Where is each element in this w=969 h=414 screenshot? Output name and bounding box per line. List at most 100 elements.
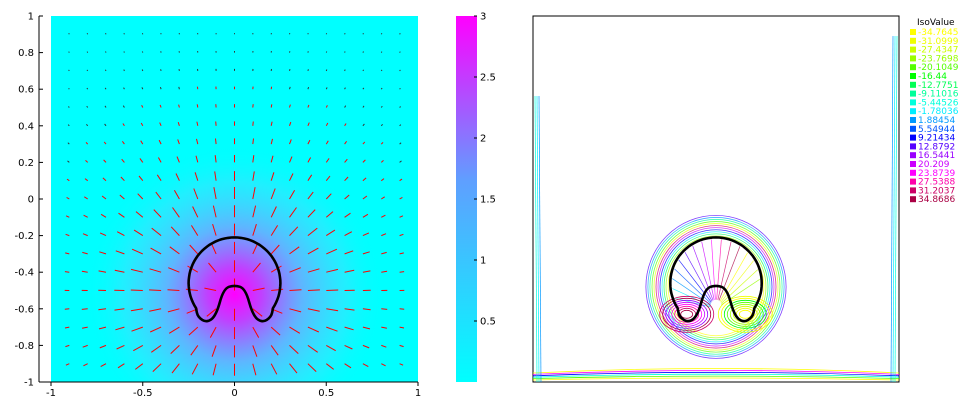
vector-arrow — [123, 69, 125, 72]
vector-arrow — [381, 326, 388, 329]
iso-contour — [647, 217, 785, 357]
vector-arrow — [362, 32, 364, 35]
vector-arrow — [344, 123, 347, 127]
vector-arrow — [252, 155, 255, 163]
vector-arrow — [326, 229, 336, 237]
vector-arrow — [168, 267, 180, 273]
iso-contour — [665, 235, 767, 339]
vector-arrow — [252, 205, 257, 218]
colorbar-bar — [456, 16, 477, 382]
vector-arrow — [270, 104, 273, 108]
vector-arrow — [212, 223, 217, 236]
vector-arrow — [115, 250, 125, 255]
vector-arrow — [325, 211, 334, 218]
vector-arrow — [344, 176, 349, 182]
iso-contour — [674, 268, 712, 304]
legend-swatch — [910, 161, 916, 167]
vector-arrow — [326, 289, 339, 291]
legend-swatch — [910, 187, 916, 194]
vector-arrow — [381, 363, 386, 367]
vector-arrow — [399, 178, 403, 182]
vector-arrow — [270, 172, 275, 181]
legend-label: 12.8792 — [918, 142, 955, 152]
vector-arrow — [270, 363, 278, 375]
vector-arrow — [380, 87, 383, 90]
vector-arrow — [399, 124, 402, 127]
legend-label: 5.54944 — [918, 125, 955, 135]
iso-contour — [671, 303, 703, 325]
vector-arrow — [362, 195, 368, 200]
vector-arrow — [102, 177, 107, 182]
vector-arrow — [99, 232, 107, 237]
vector-arrow — [381, 196, 385, 200]
vector-arrow — [399, 196, 403, 200]
vector-arrow — [325, 105, 328, 108]
iso-contour — [533, 368, 899, 374]
vector-arrow — [362, 232, 370, 237]
vector-arrow — [289, 121, 292, 126]
vector-arrow — [177, 121, 180, 126]
vector-arrow — [214, 171, 217, 181]
vector-arrow — [81, 308, 88, 310]
vector-arrow — [121, 141, 125, 145]
iso-contour — [659, 229, 773, 345]
legend-swatch — [910, 73, 916, 79]
vector-arrow — [252, 262, 261, 273]
vector-arrow — [252, 171, 255, 181]
vector-arrow — [153, 209, 162, 218]
vector-arrow — [178, 104, 180, 108]
vector-arrow — [130, 289, 143, 291]
vector-arrow — [121, 158, 125, 163]
vector-arrow — [65, 233, 70, 237]
vector-arrow — [64, 326, 70, 329]
vector-arrow — [195, 155, 199, 163]
colorbar-tick-label: 2 — [480, 134, 486, 145]
vector-arrow — [159, 104, 162, 108]
vector-arrow — [123, 32, 125, 35]
vector-arrow — [64, 271, 70, 273]
vector-arrow — [325, 158, 330, 163]
vector-arrow — [168, 326, 180, 334]
vector-arrow — [344, 158, 348, 163]
vector-arrow — [307, 209, 316, 218]
vector-arrow — [98, 270, 107, 273]
y-tick-label: 0.4 — [18, 121, 34, 132]
vector-arrow — [194, 172, 199, 181]
vector-arrow — [289, 267, 301, 273]
vector-arrow — [149, 308, 162, 312]
vector-arrow — [344, 69, 346, 72]
vector-arrow — [326, 308, 339, 312]
vector-arrow — [212, 363, 217, 376]
vector-arrow — [326, 326, 338, 332]
vector-arrow — [176, 156, 180, 163]
y-tick-label: -0.4 — [14, 268, 34, 279]
vector-arrow — [103, 159, 107, 163]
vector-arrow — [362, 344, 370, 349]
vector-arrow — [289, 308, 302, 313]
vector-arrow — [85, 160, 89, 163]
vector-arrow — [252, 345, 258, 357]
legend-title: IsoValue — [917, 18, 955, 28]
vector-arrow — [380, 33, 383, 35]
vector-arrow — [362, 51, 364, 53]
vector-arrow — [196, 104, 199, 108]
legend-label: 31.2037 — [918, 186, 955, 196]
vector-arrow — [66, 196, 70, 200]
vector-arrow — [326, 344, 336, 352]
legend-swatch — [910, 143, 916, 150]
iso-contour — [653, 223, 779, 351]
vector-arrow — [307, 247, 319, 255]
vector-arrow — [98, 326, 107, 330]
vector-arrow — [114, 308, 125, 311]
vector-arrow — [325, 193, 332, 200]
vector-arrow — [114, 269, 125, 273]
vector-arrow — [137, 193, 144, 200]
vector-arrow — [155, 191, 162, 200]
legend-label: -1.78036 — [918, 107, 959, 117]
vector-arrow — [362, 308, 371, 311]
x-tick-label: 1 — [415, 388, 421, 399]
vector-arrow — [399, 106, 401, 108]
iso-contour — [726, 301, 764, 327]
interface-curve-left — [187, 236, 282, 323]
vector-arrow — [191, 363, 199, 375]
